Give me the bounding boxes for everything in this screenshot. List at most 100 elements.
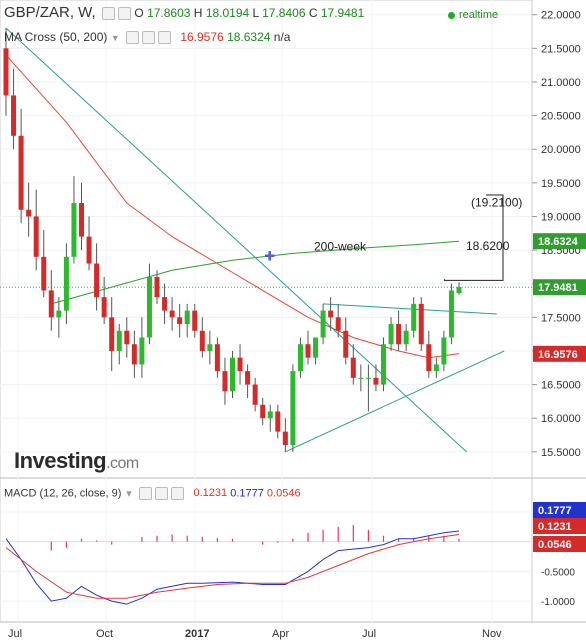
open-value: 17.8603 (147, 6, 191, 20)
candle (297, 344, 303, 372)
realtime-indicator: realtime (448, 9, 498, 21)
y-tick-label: 16.5000 (541, 380, 581, 392)
settings-icon[interactable] (139, 487, 153, 500)
price-tag-label: 16.9576 (538, 349, 578, 361)
candle (169, 310, 175, 318)
ma-label[interactable]: MA Cross (50, 200) (4, 30, 108, 44)
price-tag (533, 279, 586, 296)
macd-label[interactable]: MACD (12, 26, close, 9) (4, 487, 122, 500)
macd-y-tick-label: -0.5000 (541, 567, 575, 578)
close-value: 17.9481 (320, 6, 365, 20)
candle (101, 297, 107, 318)
chevron-down-icon[interactable]: ▼ (124, 488, 134, 499)
ma-na-value: n/a (273, 30, 291, 44)
candle (214, 344, 220, 372)
candle (343, 330, 349, 358)
investing-logo: Investing.com (14, 448, 139, 474)
candle (94, 263, 100, 298)
y-tick-label: 16.0000 (541, 413, 581, 425)
annotation-200-week: 200-week (314, 240, 367, 254)
close-icon[interactable] (157, 31, 171, 45)
macd-v2: 0.1777 (230, 487, 264, 500)
candle (237, 357, 243, 372)
hide-icon[interactable] (118, 7, 132, 21)
candle (230, 357, 235, 392)
candle (328, 310, 334, 318)
ma200-line (51, 240, 460, 305)
high-value: 18.0194 (205, 6, 250, 20)
candle (313, 337, 319, 358)
candle (116, 330, 122, 351)
open-label: O (134, 6, 144, 20)
settings-icon[interactable] (125, 31, 139, 45)
close-label: C (308, 6, 318, 20)
candle (192, 310, 198, 331)
realtime-label: realtime (459, 9, 499, 21)
candle (358, 377, 364, 379)
price-header: GBP/ZAR, W, O 17.8603 H 18.0194 L 17.840… (4, 4, 364, 21)
y-tick-label: 22.0000 (541, 10, 581, 22)
candle (26, 209, 32, 217)
macd-price-tag-label: 0.0546 (538, 539, 572, 551)
low-label: L (252, 6, 259, 20)
candle (290, 371, 296, 446)
macd-price-tag (533, 536, 586, 552)
candle (222, 371, 228, 392)
symbol-label[interactable]: GBP/ZAR, W, (4, 4, 96, 21)
macd-v3: 0.0546 (266, 487, 301, 500)
y-tick-label: 21.5000 (541, 43, 581, 55)
y-tick-label: 15.5000 (541, 447, 581, 459)
candle (433, 364, 439, 372)
logo-suffix: .com (106, 455, 139, 472)
macd-header: MACD (12, 26, close, 9) ▼ 0.1231 0.1777 … (4, 487, 301, 500)
settings-icon[interactable] (102, 7, 116, 21)
candle (199, 330, 205, 351)
x-tick-label: Jul (8, 628, 22, 640)
candle (411, 303, 417, 331)
candle (162, 297, 168, 311)
candle (124, 330, 130, 345)
candle (41, 256, 47, 291)
candle (403, 330, 409, 345)
candle (86, 236, 92, 264)
candle (252, 384, 258, 405)
candle (418, 303, 424, 345)
logo-brand: Investing (14, 448, 107, 473)
y-tick-label: 21.0000 (541, 77, 581, 89)
annotation-target-high: (19.2100) (471, 195, 522, 209)
high-label: H (193, 6, 203, 20)
candle (456, 287, 462, 294)
annotation-target: 18.6200 (466, 239, 510, 253)
candle (139, 337, 145, 365)
candle (33, 216, 39, 257)
hide-icon[interactable] (141, 31, 155, 45)
candle (131, 344, 137, 365)
trendline (5, 27, 467, 453)
close-icon[interactable] (171, 487, 185, 500)
y-tick-label: 20.5000 (541, 111, 581, 123)
candle (267, 411, 273, 419)
candle (63, 256, 69, 311)
macd-y-tick-label: -1.0000 (541, 597, 575, 608)
live-dot-icon (448, 11, 455, 19)
price-tag-label: 18.6324 (538, 236, 579, 248)
macd-price-tag (533, 518, 586, 534)
macd-line (5, 530, 460, 605)
ma-header: MA Cross (50, 200) ▼ 16.9576 18.6324 n/a (4, 30, 291, 45)
candle (154, 276, 160, 298)
candle (282, 431, 288, 446)
macd-price-tag-label: 0.1777 (538, 505, 572, 517)
candle (245, 371, 251, 385)
candle (260, 404, 266, 419)
candle (365, 377, 371, 379)
ma50-line (5, 54, 460, 359)
candle (146, 276, 152, 338)
candle (48, 290, 54, 318)
chevron-down-icon[interactable]: ▼ (110, 33, 120, 43)
y-tick-label: 17.5000 (541, 312, 581, 324)
candle (3, 48, 9, 96)
candle (320, 310, 326, 338)
trendline (323, 303, 497, 315)
hide-icon[interactable] (155, 487, 169, 500)
